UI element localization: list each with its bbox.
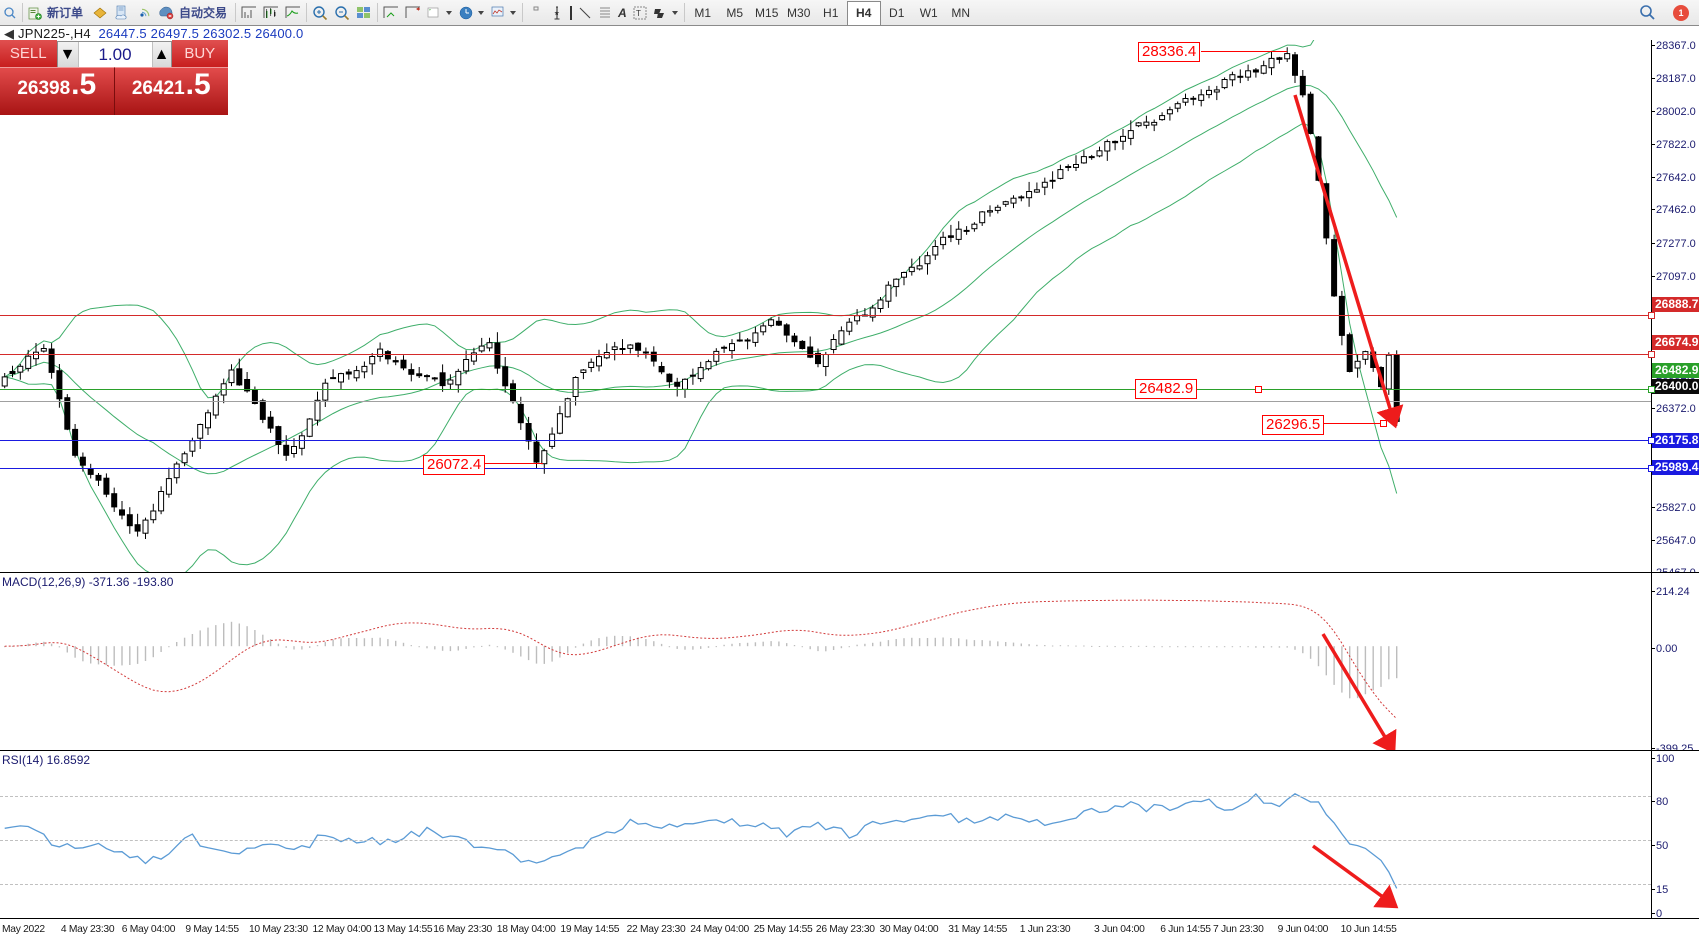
svg-text:1: 1 bbox=[1678, 8, 1683, 18]
svg-text:T: T bbox=[636, 9, 641, 18]
